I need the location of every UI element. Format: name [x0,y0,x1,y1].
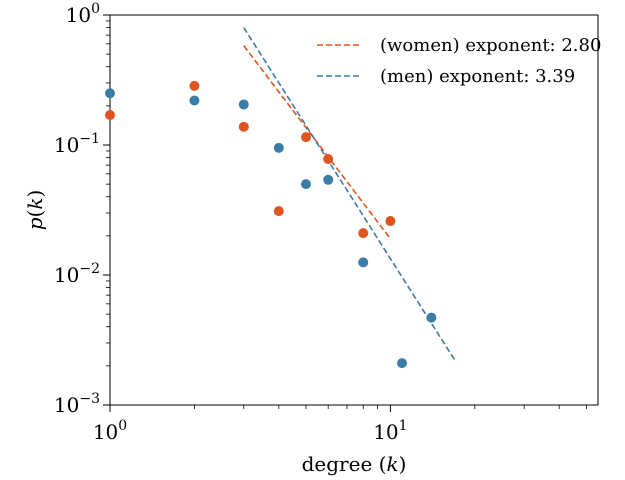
x-axis-label: degree (k) [302,452,407,476]
x-tick-base: 10 [373,420,398,444]
y-tick-label: 10−3 [54,391,100,417]
y-tick-label: 100 [66,1,100,27]
men-data-point [238,99,249,110]
y-tick-label: 10−1 [54,131,100,157]
y-tick-base: 10 [54,133,79,157]
y-axis-label-open: ( [23,210,47,218]
men-data-point [189,95,200,106]
women-data-point [358,228,369,239]
x-tick-base: 10 [93,420,118,444]
men-data-point [300,179,311,190]
x-tick-label: 101 [373,418,407,444]
women-data-point [300,132,311,143]
y-tick-base: 10 [66,3,91,27]
y-tick-base: 10 [54,393,79,417]
y-tick-exponent: −3 [79,391,100,407]
men-data-point [426,312,437,323]
women-data-point [105,110,115,121]
y-tick-exponent: −1 [79,131,100,147]
plot-area-frame [109,14,599,406]
y-tick-exponent: 0 [91,1,100,17]
legend: (women) exponent: 2.80 (men) exponent: 3.… [317,35,601,87]
y-axis-label: p(k) [23,190,47,231]
women-data-point [385,216,396,227]
x-axis-label-suffix: ) [399,452,407,476]
men-data-point [105,88,115,99]
women-data-point [238,121,249,132]
y-tick-base: 10 [54,263,79,287]
y-tick-label: 10−2 [54,261,100,287]
y-axis-label-var: k [23,198,47,210]
x-tick-exponent: 1 [399,418,408,434]
data-points [105,80,437,369]
men-data-point [323,174,334,185]
x-axis-label-prefix: degree ( [302,452,387,476]
x-tick-label: 100 [93,418,127,444]
men-fit-line [243,27,456,361]
women-data-point [189,80,200,91]
men-data-point [273,142,284,153]
x-axis-label-var: k [386,452,398,476]
men-data-point [358,257,369,268]
x-tick-exponent: 0 [118,418,127,434]
women-legend-label: (women) exponent: 2.80 [380,35,601,56]
fit-lines [243,27,456,361]
men-data-point [397,358,408,369]
women-data-point [273,206,284,217]
y-axis-label-func: p [23,217,47,230]
men-legend-label: (men) exponent: 3.39 [380,66,575,87]
y-axis-label-close: ) [23,190,47,198]
y-tick-exponent: −2 [79,261,100,277]
women-data-point [323,154,334,165]
